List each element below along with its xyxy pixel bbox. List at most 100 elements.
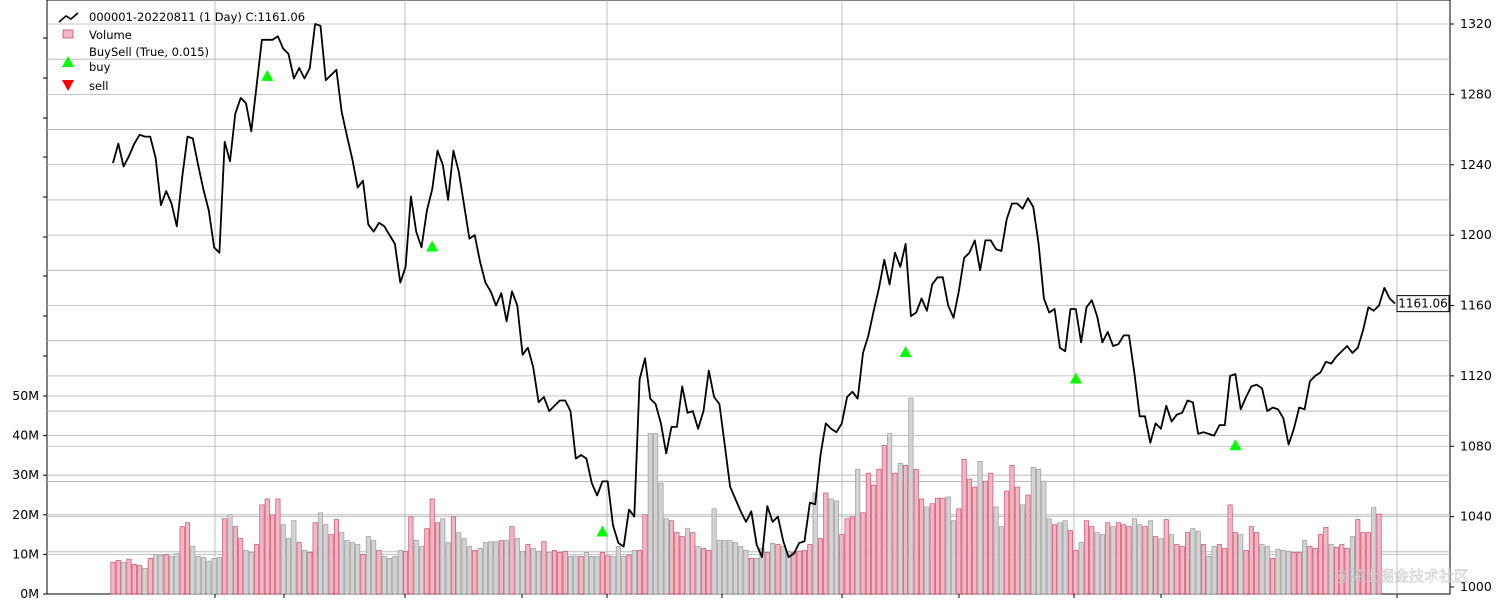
volume-bar (403, 550, 409, 595)
volume-bar (184, 522, 191, 595)
volume-bar (1147, 520, 1153, 595)
buy-sell-signals (261, 69, 1242, 537)
volume-bar (355, 544, 361, 595)
volume-bar (525, 544, 531, 595)
volume-bar (504, 540, 510, 595)
volume-bar (1089, 526, 1095, 595)
volume-bar (1036, 468, 1042, 595)
volume-tick-label: 10M (12, 546, 39, 561)
buy-marker (596, 525, 609, 537)
volume-bar (578, 556, 584, 595)
volume-bar (1286, 550, 1292, 595)
volume-bar (865, 472, 871, 595)
volume-bar (1307, 546, 1313, 595)
legend-line-icon (58, 12, 79, 23)
volume-bar (594, 556, 600, 595)
volume-bar (1227, 504, 1233, 595)
volume-bar (1009, 464, 1015, 595)
volume-bar (477, 548, 483, 595)
volume-bar (291, 520, 297, 595)
volume-bar (849, 516, 855, 595)
volume-bar (966, 478, 972, 595)
volume-bar (780, 546, 786, 595)
volume-tick-label: 0M (20, 586, 39, 601)
volume-bar (1238, 534, 1244, 595)
volume-bar (1291, 552, 1297, 595)
volume-bar (328, 534, 334, 595)
price-tick-label: 1080 (1460, 438, 1492, 453)
volume-bar (466, 546, 472, 595)
volume-bar (227, 514, 233, 595)
volume-bar (993, 506, 999, 595)
volume-bar (1185, 532, 1191, 595)
volume-bar (1275, 548, 1281, 595)
volume-bar (727, 540, 733, 595)
price-tick-label: 1200 (1460, 227, 1492, 242)
volume-bar (1206, 556, 1212, 595)
volume-bar (200, 557, 206, 595)
volume-bar (1179, 546, 1185, 595)
volume-bar (1142, 526, 1148, 595)
volume-bar (541, 541, 547, 595)
legend-buy-icon (62, 56, 74, 67)
volume-bar (700, 548, 706, 595)
volume-bar (1360, 532, 1366, 595)
legend-buy-label: buy (89, 60, 111, 74)
volume-bar (286, 538, 292, 595)
volume-bar (243, 550, 249, 595)
volume-bar (647, 433, 653, 595)
volume-bar (296, 542, 302, 595)
volume-bar (1030, 466, 1036, 595)
volume-bar (663, 518, 669, 595)
volume-bar (786, 550, 792, 595)
volume-bar (280, 524, 286, 595)
volume-bar (658, 482, 664, 595)
volume-bar (1073, 550, 1079, 595)
volume-bar (1163, 519, 1169, 595)
volume-bar (1349, 536, 1355, 595)
volume-bar (1312, 548, 1318, 595)
volume-bar (387, 558, 393, 595)
volume-bar (137, 565, 143, 595)
volume-bar (716, 540, 722, 595)
volume-bar (583, 552, 589, 595)
volume-bar (371, 540, 377, 595)
volume-bar (567, 556, 574, 595)
volume-bar (972, 486, 978, 595)
volume-bar (669, 520, 675, 595)
volume-bar (812, 492, 818, 595)
buy-marker (1069, 372, 1082, 384)
volume-bar (1169, 534, 1175, 595)
volume-bar (216, 557, 222, 595)
volume-bar (339, 532, 345, 595)
volume-bar (988, 472, 994, 595)
volume-bar (615, 546, 621, 595)
volume-bar (929, 503, 935, 595)
volume-bar (397, 550, 403, 595)
volume-bar (546, 552, 552, 595)
volume-bar (238, 538, 244, 595)
volume-bar (982, 480, 988, 595)
volume-bar (248, 552, 254, 595)
volume-bar (1190, 528, 1196, 595)
legend-volume-icon (62, 29, 74, 39)
volume-bar (903, 464, 909, 595)
price-tick-label: 1040 (1460, 509, 1492, 524)
volume-bar (759, 548, 765, 595)
volume-bar (956, 508, 962, 595)
plot-area (46, 0, 1451, 595)
buy-marker (261, 69, 274, 81)
last-value-box (1396, 295, 1450, 313)
volume-bar (110, 561, 116, 595)
volume-bar (445, 542, 451, 595)
volume-bar (791, 552, 797, 595)
volume-bar (642, 514, 648, 595)
legend-sell-label: sell (89, 79, 108, 93)
volume-bar (897, 462, 903, 595)
volume-bar (823, 492, 829, 595)
volume-bar (1323, 527, 1329, 595)
volume-bar (887, 433, 893, 595)
volume-bar (695, 546, 701, 595)
volume-bar (153, 554, 159, 595)
